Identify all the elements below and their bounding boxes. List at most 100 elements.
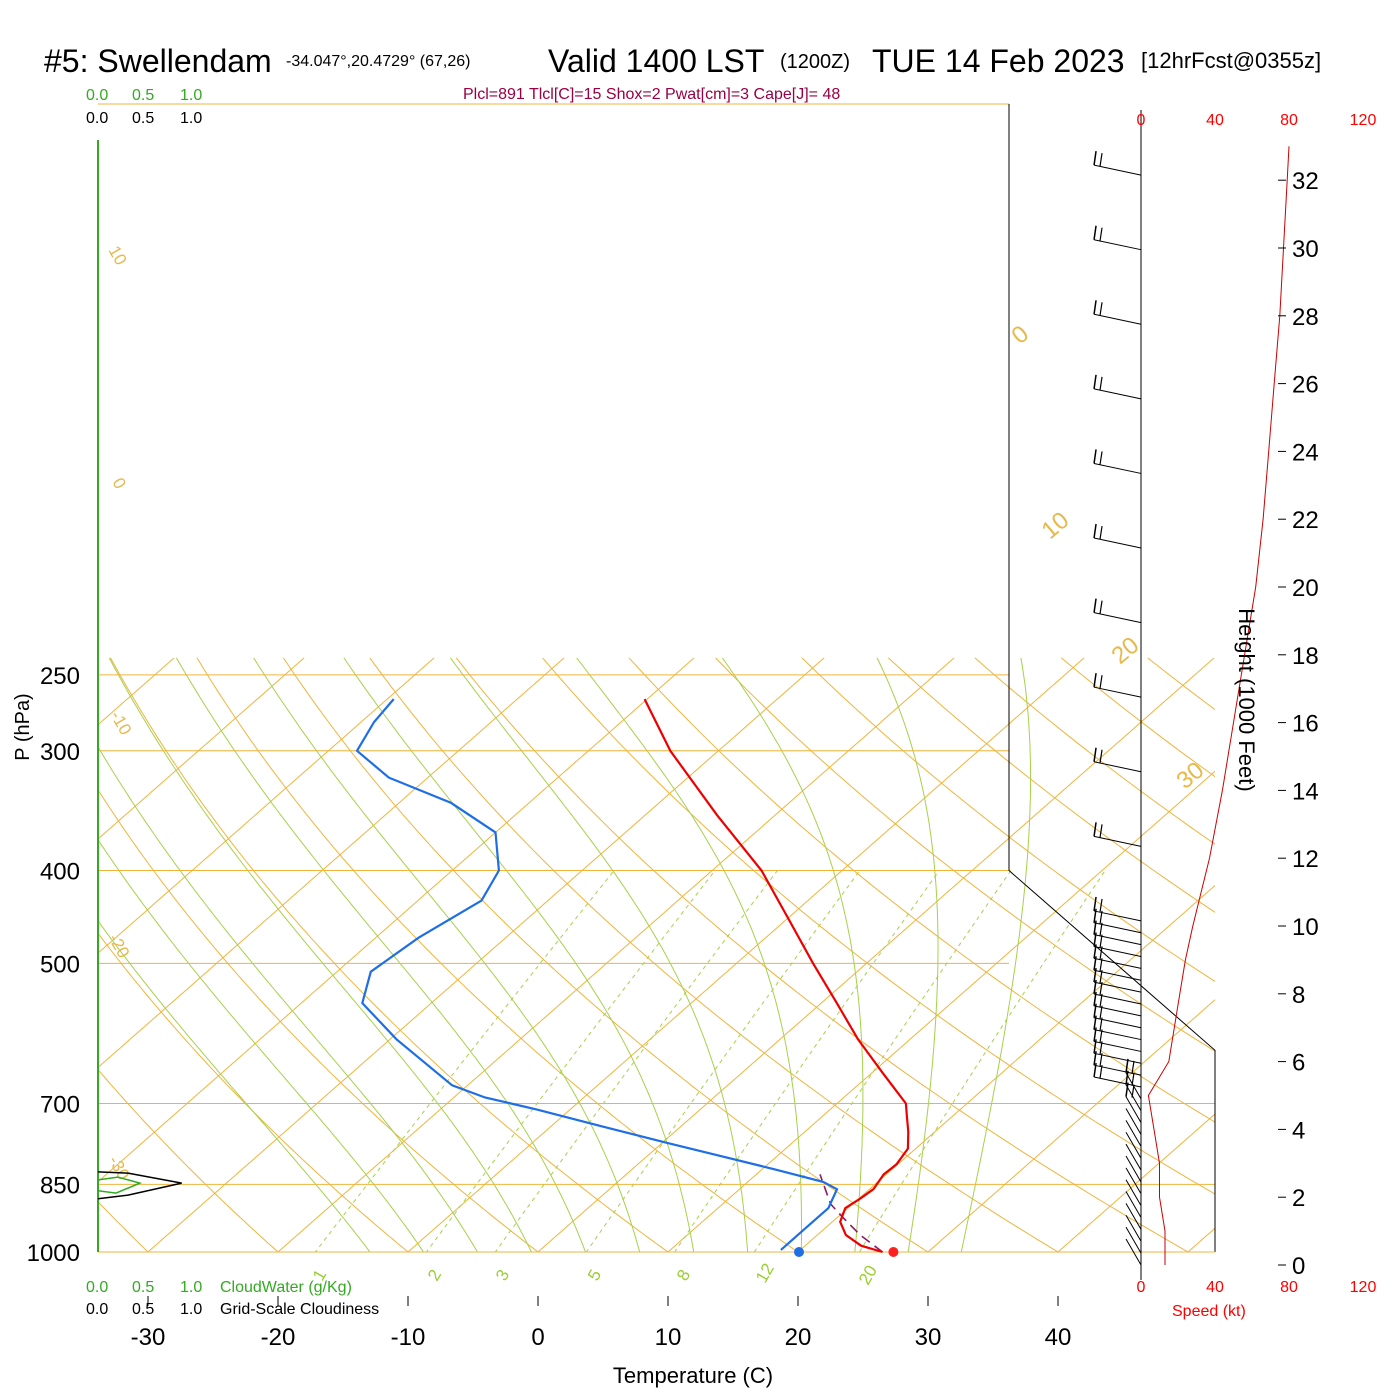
height-axis-label: Height (1000 Feet) xyxy=(1234,608,1259,791)
cloudwater-profile xyxy=(97,1176,143,1194)
isotherm-line xyxy=(407,657,1085,1252)
moist-adiabat-line xyxy=(876,657,939,1252)
thermodynamic-background xyxy=(98,657,1215,1252)
pressure-tick-label: 250 xyxy=(40,663,80,690)
dry-adiabat-line xyxy=(1147,657,1215,711)
wind-barb-flag xyxy=(1093,523,1097,539)
station-coords: -34.047°,20.4729° (67,26) xyxy=(286,53,470,70)
isotherm-line xyxy=(98,657,435,954)
wind-barb xyxy=(1125,1120,1142,1147)
cloudwater-tick: 0.5 xyxy=(132,1279,154,1296)
plot-frame xyxy=(97,103,1216,1253)
pressure-tick-label: 300 xyxy=(40,739,80,766)
height-tick-label: 0 xyxy=(1292,1253,1305,1280)
wind-barb xyxy=(1125,1215,1142,1242)
wind-barb-flag xyxy=(1099,675,1103,689)
wind-barb xyxy=(1093,537,1142,549)
wind-barb-flag xyxy=(1125,1058,1129,1074)
cloudwater-scale-top: 0.0 0.5 1.0 0.0 0.5 1.0 xyxy=(86,87,202,127)
height-tick-label: 24 xyxy=(1292,439,1319,466)
dry-adiabat-label: 20 xyxy=(1107,632,1145,670)
wind-barb xyxy=(1093,934,1142,946)
x-axis-label: Temperature (C) xyxy=(613,1363,773,1388)
wind-barb xyxy=(1093,1076,1142,1088)
dry-adiabat-line xyxy=(98,1068,279,1252)
wind-barb xyxy=(1093,1052,1142,1064)
wind-barb xyxy=(1125,1238,1142,1266)
sounding-profiles xyxy=(355,698,910,1257)
dry-adiabat-line xyxy=(196,657,799,1252)
wind-barb xyxy=(1093,922,1142,934)
wind-speed-tick: 40 xyxy=(1206,1279,1224,1296)
wind-barb xyxy=(1125,1131,1142,1159)
wind-barb xyxy=(1093,462,1142,474)
wind-speed-tick: 0 xyxy=(1137,1279,1146,1296)
mixing-ratio-label: 2 xyxy=(424,1266,445,1284)
cloudiness-tick: 0.5 xyxy=(132,110,154,127)
wind-barb-flag xyxy=(1093,151,1097,166)
temperature-tick-label: -30 xyxy=(131,1324,166,1351)
cloudiness-tick: 0.5 xyxy=(132,1301,154,1318)
mixing-ratio-label: 8 xyxy=(673,1266,694,1284)
wind-barb xyxy=(1093,835,1142,847)
pressure-tick-label: 1000 xyxy=(27,1240,80,1267)
wind-barb xyxy=(1093,313,1142,325)
dry-adiabat-line xyxy=(542,657,1215,1195)
dry-adiabat-line xyxy=(888,657,1215,913)
wind-barb-flag xyxy=(1093,374,1097,389)
wind-barb xyxy=(1125,1226,1142,1254)
height-tick-label: 30 xyxy=(1292,236,1319,263)
pressure-tick-label: 700 xyxy=(40,1092,80,1119)
wind-barb xyxy=(1093,1064,1142,1076)
pressure-tick-label: 400 xyxy=(40,859,80,886)
cloudiness-label: Grid-Scale Cloudiness xyxy=(220,1301,379,1318)
moist-adiabat-line xyxy=(960,657,1032,1252)
wind-barb-flag xyxy=(1099,600,1103,614)
wind-barb-flag xyxy=(1093,896,1097,912)
cloudiness-profile xyxy=(97,1171,182,1200)
station-title: #5: Swellendam xyxy=(44,43,272,79)
cloudiness-tick: 0.0 xyxy=(86,1301,108,1318)
dry-adiabat-line xyxy=(974,657,1215,845)
mixing-ratio-label: 5 xyxy=(584,1266,605,1284)
height-tick-label: 26 xyxy=(1292,372,1319,399)
height-tick-label: 18 xyxy=(1292,643,1319,670)
dry-adiabat-line xyxy=(98,932,409,1252)
height-tick-label: 20 xyxy=(1292,575,1319,602)
wind-barb-flag xyxy=(1093,598,1097,613)
wind-barb-flag xyxy=(1125,1082,1129,1097)
dry-adiabat-label: 10 xyxy=(1037,507,1075,545)
mixing-ratio-label: 20 xyxy=(855,1262,881,1288)
isotherm-label: -10 xyxy=(107,708,136,739)
moist-adiabat-line xyxy=(576,657,802,1252)
wind-barb-flag xyxy=(1099,227,1103,241)
zulu-time: (1200Z) xyxy=(780,51,850,73)
height-tick-label: 16 xyxy=(1292,711,1319,738)
height-tick-label: 8 xyxy=(1292,982,1305,1009)
temperature-tick-label: 20 xyxy=(785,1324,812,1351)
cloudwater-tick: 0.0 xyxy=(86,1279,108,1296)
dry-adiabat-label: 30 xyxy=(1172,757,1210,795)
stability-indices: Plcl=891 Tlcl[C]=15 Shox=2 Pwat[cm]=3 Ca… xyxy=(463,86,840,103)
wind-barb xyxy=(1125,1179,1142,1206)
moist-adiabat-line xyxy=(721,657,864,1252)
moist-adiabat-line xyxy=(175,657,587,1252)
isotherm-line xyxy=(667,770,1215,1252)
cloud-profile xyxy=(97,1171,182,1200)
wind-barb xyxy=(1093,910,1142,922)
mixing-ratio-label: 12 xyxy=(752,1260,778,1286)
isotherm-line xyxy=(1187,1227,1215,1252)
mixing-ratio-line xyxy=(425,870,716,1252)
wind-barb xyxy=(1125,1203,1142,1230)
cloudwater-label: CloudWater (g/Kg) xyxy=(220,1279,352,1296)
wind-barb xyxy=(1093,612,1142,624)
wind-barb xyxy=(1125,1084,1142,1112)
y-axis-label: P (hPa) xyxy=(12,693,34,760)
wind-barb xyxy=(1093,164,1142,176)
isotherm-label: 10 xyxy=(105,243,131,269)
wind-panel-boundary xyxy=(1008,104,1216,1252)
wind-barb xyxy=(1093,761,1142,773)
valid-time: Valid 1400 LST xyxy=(548,43,764,79)
